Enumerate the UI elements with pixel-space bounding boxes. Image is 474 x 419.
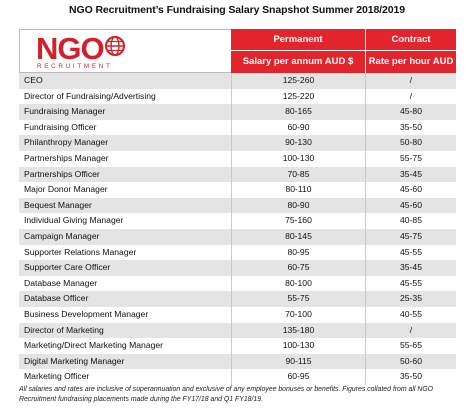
permanent-cell: 100-130	[231, 338, 366, 354]
role-cell: Major Donor Manager	[24, 184, 108, 195]
table-row: Director of Marketing 135-180 /	[19, 322, 456, 339]
contract-cell: 35-50	[400, 371, 422, 382]
contract-cell: /	[409, 90, 413, 101]
contract-cell: 40-85	[400, 215, 422, 226]
footnote: All salaries and rates are inclusive of …	[19, 386, 434, 403]
table-row: Database Manager 80-100 45-55	[19, 275, 456, 292]
table-row: CEO 125-260 /	[19, 73, 456, 89]
role-cell: Database Manager	[24, 277, 98, 288]
permanent-cell: 135-180	[231, 322, 366, 339]
role-cell: Supporter Care Officer	[24, 262, 111, 273]
contract-cell: 35-45	[400, 168, 422, 179]
contract-cell: /	[409, 324, 413, 335]
table-row: Database Officer 55-75 25-35	[19, 291, 456, 307]
permanent-cell: 60-95	[231, 369, 366, 385]
permanent-label: Permanent	[231, 29, 365, 51]
permanent-cell: 80-110	[231, 182, 366, 198]
table-row: Bequest Manager 80-90 45-60	[19, 197, 456, 214]
page-title: NGO Recruitment’s Fundraising Salary Sna…	[69, 4, 405, 16]
contract-cell: 55-75	[400, 152, 422, 163]
table-row: Partnerships Manager 100-130 55-75	[19, 150, 456, 167]
role-cell: Supporter Relations Manager	[24, 246, 137, 257]
contract-cell: 45-55	[400, 246, 422, 257]
permanent-cell: 75-160	[231, 213, 366, 229]
permanent-cell: 80-145	[231, 228, 366, 245]
role-cell: Director of Fundraising/Advertising	[24, 90, 156, 101]
contract-cell: 50-80	[400, 137, 422, 148]
contract-cell: 25-35	[400, 293, 422, 304]
contract-cell: 35-45	[400, 262, 422, 273]
contract-cell: 45-60	[400, 184, 422, 195]
globe-icon	[105, 36, 125, 56]
permanent-cell: 80-100	[231, 275, 366, 292]
contract-cell: 50-60	[400, 355, 422, 366]
role-cell: Individual Giving Manager	[24, 215, 124, 226]
contract-unit: Rate per hour AUD $	[368, 56, 454, 88]
contract-cell: 45-55	[400, 277, 422, 288]
permanent-cell: 70-100	[231, 306, 366, 323]
permanent-cell: 125-220	[231, 88, 366, 105]
contract-cell: 40-55	[400, 308, 422, 319]
role-cell: Partnerships Officer	[24, 168, 100, 179]
role-cell: Fundraising Manager	[24, 106, 106, 117]
table-row: Director of Fundraising/Advertising 125-2…	[19, 88, 456, 105]
table-row: Supporter Care Officer 60-75 35-45	[19, 260, 456, 276]
salary-table-body: CEO 125-260/Director of Fundraising/Adver…	[19, 73, 456, 385]
permanent-cell: 60-90	[231, 119, 366, 136]
contract-cell: /	[409, 75, 413, 85]
table-row: Partnerships Officer 70-85 35-45	[19, 166, 456, 183]
logo: NGO RECRUITMENT	[19, 29, 231, 73]
role-cell: Marketing/Direct Marketing Manager	[24, 340, 163, 351]
role-cell: Digital Marketing Manager	[24, 355, 125, 366]
table-row: Campaign Manager 80-145 45-75	[19, 228, 456, 245]
table-row: Fundraising Manager 80-165 45-80	[19, 104, 456, 120]
contract-label: Contract	[366, 29, 456, 51]
contract-cell: 45-80	[400, 106, 422, 117]
role-cell: Fundraising Officer	[24, 121, 97, 132]
permanent-cell: 80-165	[231, 104, 366, 120]
permanent-cell: 80-90	[231, 197, 366, 214]
permanent-cell: 90-130	[231, 135, 366, 151]
permanent-cell: 55-75	[231, 291, 366, 307]
permanent-cell: 90-115	[231, 353, 366, 370]
logo-subtext: RECRUITMENT	[37, 63, 113, 70]
table-row: Digital Marketing Manager 90-115 50-60	[19, 353, 456, 370]
permanent-cell: 80-95	[231, 244, 366, 261]
table-row: Individual Giving Manager 75-160 40-85	[19, 213, 456, 229]
table-row: Marketing Officer 60-95 35-50	[19, 369, 456, 385]
permanent-column-header: Permanent Salary per annum AUD $	[231, 29, 366, 73]
permanent-cell: 70-85	[231, 166, 366, 183]
permanent-cell: 100-130	[231, 150, 366, 167]
contract-cell: 45-60	[400, 199, 422, 210]
role-cell: Campaign Manager	[24, 230, 100, 241]
contract-cell: 45-75	[400, 230, 422, 241]
permanent-unit: Salary per annum AUD $	[242, 56, 354, 67]
table-row: Philanthropy Manager 90-130 50-80	[19, 135, 456, 151]
role-cell: Philanthropy Manager	[24, 137, 109, 148]
contract-column-header: Contract Rate per hour AUD $	[366, 29, 456, 88]
role-cell: Director of Marketing	[24, 324, 104, 335]
table-row: Major Donor Manager 80-110 45-60	[19, 182, 456, 198]
role-cell: Partnerships Manager	[24, 152, 109, 163]
role-cell: Marketing Officer	[24, 371, 90, 382]
logo-text: NGO	[36, 31, 105, 66]
role-cell: Bequest Manager	[24, 199, 92, 210]
contract-cell: 35-50	[400, 121, 422, 132]
role-cell: CEO	[24, 75, 43, 85]
contract-cell: 55-65	[400, 340, 422, 351]
permanent-cell: 125-260	[231, 73, 366, 89]
table-header: NGO RECRUITMENT Permanent Salary per ann…	[19, 29, 456, 88]
role-cell: Database Officer	[24, 293, 89, 304]
role-cell: Business Development Manager	[24, 308, 149, 319]
table-row: Supporter Relations Manager 80-95 45-55	[19, 244, 456, 261]
table-row: Marketing/Direct Marketing Manager 100-13…	[19, 338, 456, 354]
table-row: Business Development Manager 70-100 40-55	[19, 306, 456, 323]
permanent-cell: 60-75	[231, 260, 366, 276]
table-row: Fundraising Officer 60-90 35-50	[19, 119, 456, 136]
